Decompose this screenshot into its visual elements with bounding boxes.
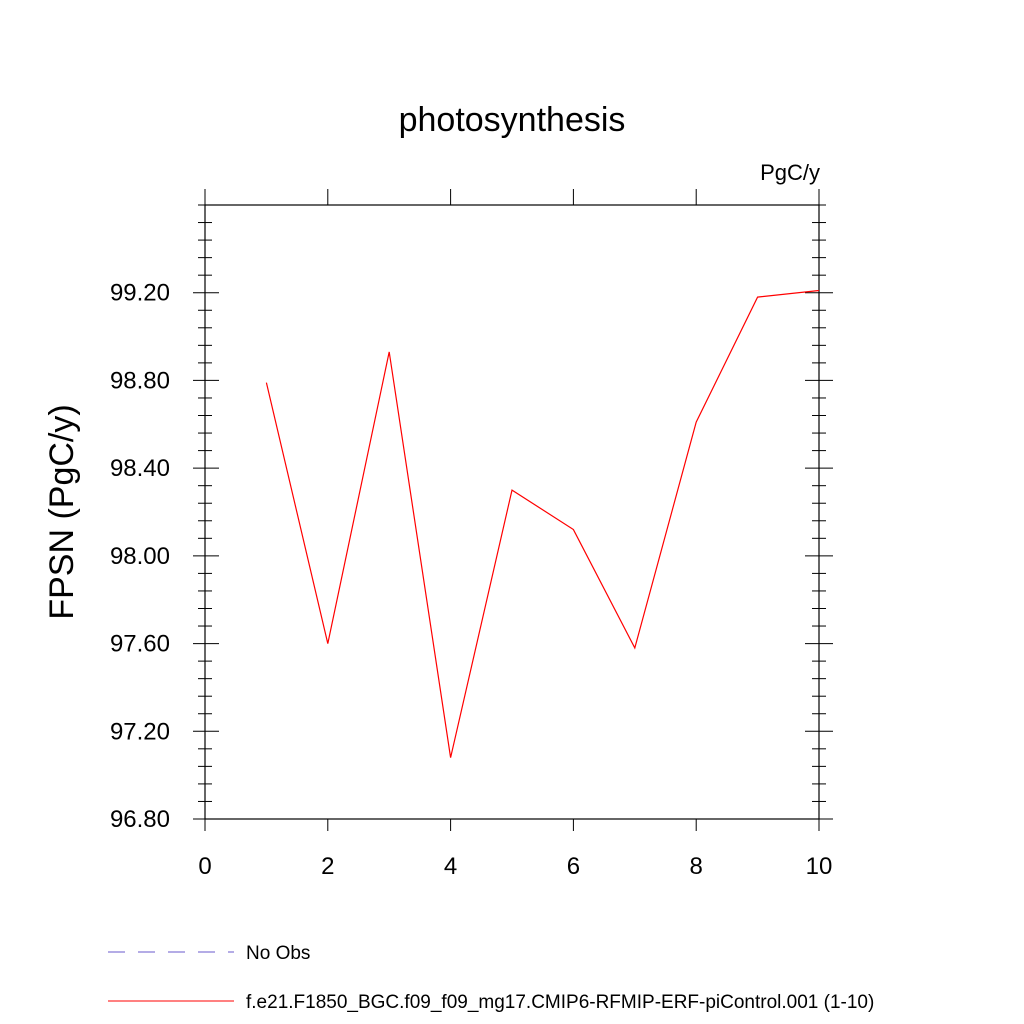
series-layer xyxy=(265,289,820,758)
y-axis-ticks: 96.80 97.20 97.60 98.00 98.40 98.80 99.20 xyxy=(110,204,833,833)
x-axis-ticks: 0 2 4 6 8 10 xyxy=(198,189,832,880)
legend: No Obs f.e21.F1850_BGC.f09_f09_mg17.CMIP6… xyxy=(108,943,874,1013)
x-tick-label: 4 xyxy=(444,853,457,880)
units-label: PgC/y xyxy=(760,160,820,185)
series-line xyxy=(265,289,820,758)
x-tick-label: 10 xyxy=(806,853,833,880)
x-tick-label: 2 xyxy=(321,853,334,880)
chart-title: photosynthesis xyxy=(399,101,626,139)
y-tick-label: 98.40 xyxy=(110,455,170,482)
legend-label: f.e21.F1850_BGC.f09_f09_mg17.CMIP6-RFMIP… xyxy=(246,992,874,1013)
x-tick-label: 0 xyxy=(198,853,211,880)
y-tick-label: 97.20 xyxy=(110,718,170,745)
y-tick-label: 97.60 xyxy=(110,631,170,658)
y-tick-label: 98.00 xyxy=(110,543,170,570)
x-tick-label: 6 xyxy=(567,853,580,880)
legend-label: No Obs xyxy=(246,943,310,964)
y-axis-label: FPSN (PgC/y) xyxy=(43,404,81,619)
y-tick-label: 98.80 xyxy=(110,367,170,394)
plot-frame xyxy=(204,204,820,820)
y-tick-label: 96.80 xyxy=(110,806,170,833)
x-tick-label: 8 xyxy=(690,853,703,880)
y-tick-label: 99.20 xyxy=(110,280,170,307)
